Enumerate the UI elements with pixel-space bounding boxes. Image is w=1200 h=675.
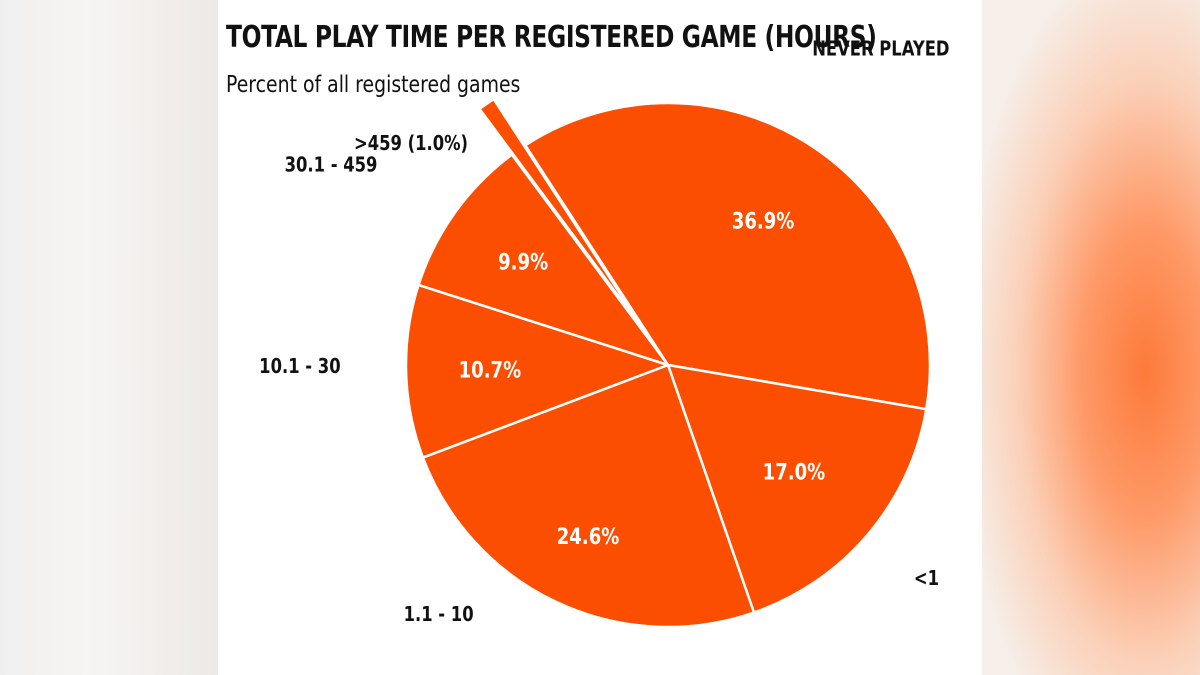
slice-value-label: 9.9% bbox=[498, 249, 548, 275]
slice-category-label: <1 bbox=[914, 567, 939, 590]
slice-value-label: 36.9% bbox=[732, 208, 795, 234]
chart-card: TOTAL PLAY TIME PER REGISTERED GAME (HOU… bbox=[218, 0, 982, 675]
slice-category-label: >459 (1.0%) bbox=[354, 133, 468, 156]
slice-category-label: 30.1 - 459 bbox=[285, 154, 378, 177]
slice-value-label: 24.6% bbox=[557, 523, 620, 549]
left-blurred-backdrop bbox=[0, 0, 218, 675]
chart-subtitle: Percent of all registered games bbox=[226, 72, 521, 98]
right-blurred-backdrop bbox=[982, 0, 1200, 675]
pie-slice-5 bbox=[478, 97, 646, 332]
slice-category-label: NEVER PLAYED bbox=[812, 38, 949, 61]
pie-slice-4 bbox=[417, 153, 670, 367]
slice-category-label: 10.1 - 30 bbox=[259, 356, 340, 379]
pie-slice-2 bbox=[421, 363, 756, 629]
slice-value-label: 17.0% bbox=[763, 459, 826, 485]
pie-chart: 36.9% NEVER PLAYED 17.0% <1 24.6% 1.1 - 10 10.… bbox=[259, 38, 949, 629]
slice-value-label: 10.7% bbox=[459, 357, 522, 383]
slice-category-label: 1.1 - 10 bbox=[404, 603, 474, 626]
chart-title: TOTAL PLAY TIME PER REGISTERED GAME (HOU… bbox=[226, 20, 877, 55]
pie-slice-3 bbox=[404, 283, 670, 459]
pie-slice-0 bbox=[524, 101, 932, 411]
